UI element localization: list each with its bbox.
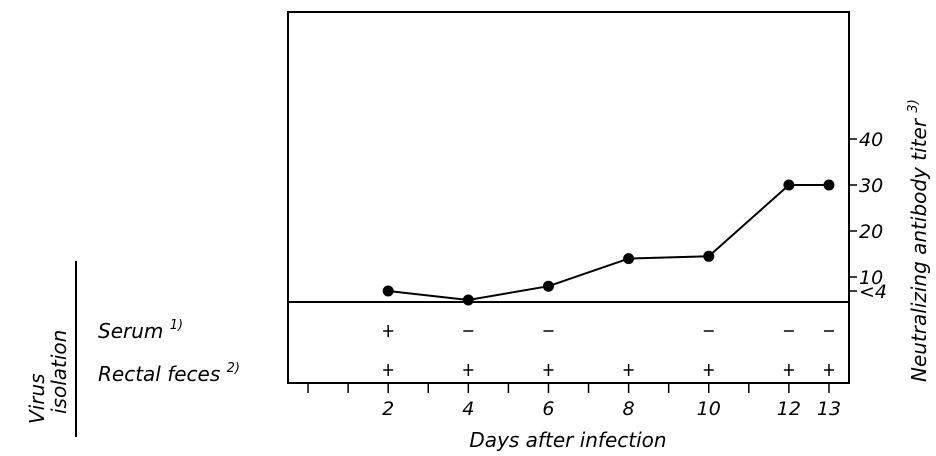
data-point [623,253,635,265]
row-label-rectal-feces: Rectal feces 2) [98,361,240,386]
x-tick-label: 13 [817,398,841,420]
data-point [823,179,835,191]
series-line [388,184,829,302]
y-tick-label: 10 [859,267,883,289]
isolation-results [383,325,834,376]
x-axis-tick-labels: 2 4 6 8 10 12 13 [382,398,841,420]
data-point [542,280,554,292]
data-point [382,285,394,297]
data-point [783,179,795,191]
x-tick-label: 6 [542,398,554,420]
titer-points [382,179,835,306]
y-axis-tick-labels: <410 20 30 40 [859,129,887,303]
x-tick-label: 2 [382,398,394,420]
row-label-serum-note: 1) [170,318,183,333]
x-tick-label: 4 [462,398,474,420]
y-tick-label: 40 [859,129,883,151]
row-label-rectal-feces-note: 2) [227,361,240,376]
y-tick-label: <4 [859,281,887,303]
y-axis-title-text: Neutralizing antibody titer [907,117,931,382]
plot-frame [287,11,850,384]
row-label-rectal-feces-text: Rectal feces [98,362,220,386]
x-axis-title: Days after infection [469,428,666,452]
x-tick-label: 8 [623,398,635,420]
y-axis-title-note: 3) [906,99,921,112]
row-label-serum: Serum 1) [98,318,183,343]
data-point [462,294,474,306]
row-label-serum-text: Serum [98,319,163,343]
side-label-virus: Virus [25,373,49,424]
titer-series [388,184,829,302]
side-label-isolation: isolation [47,330,71,414]
y-axis-title: Neutralizing antibody titer 3) [906,99,931,382]
x-tick-label: 10 [697,398,721,420]
y-tick-label: 30 [859,175,883,197]
y-tick-label: 20 [859,221,883,243]
y-axis-ticks [849,138,857,292]
x-axis-ticks [307,383,830,393]
data-point [703,250,715,262]
x-tick-label: 12 [777,398,801,420]
